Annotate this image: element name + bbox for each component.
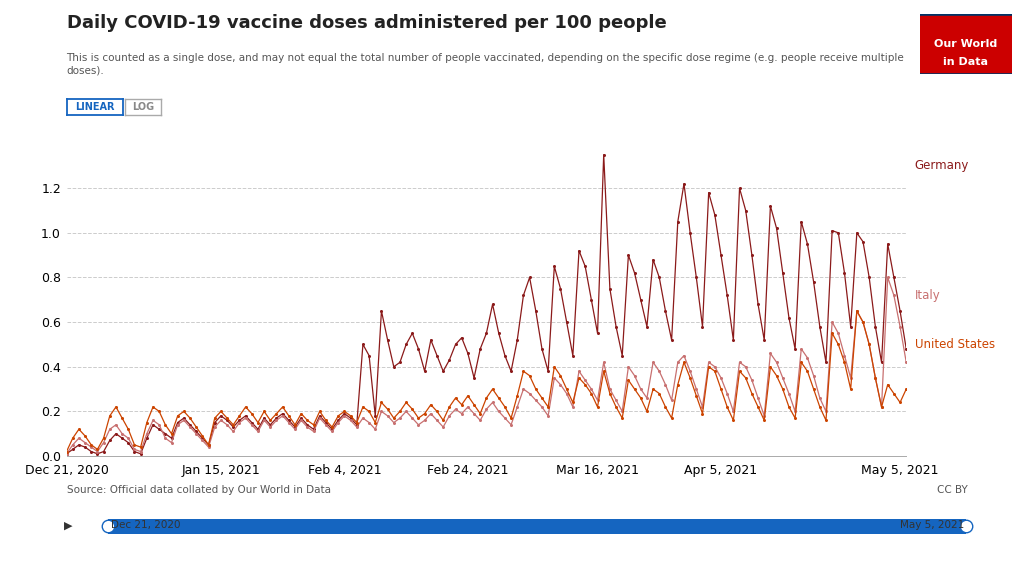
Text: Source: Official data collated by Our World in Data: Source: Official data collated by Our Wo… bbox=[67, 485, 331, 495]
Text: ▶: ▶ bbox=[63, 520, 72, 530]
Text: LINEAR: LINEAR bbox=[75, 102, 115, 112]
Text: in Data: in Data bbox=[943, 57, 988, 67]
Text: May 5, 2021: May 5, 2021 bbox=[900, 520, 965, 530]
Text: LOG: LOG bbox=[132, 102, 154, 112]
Text: Italy: Italy bbox=[914, 289, 940, 302]
Text: Germany: Germany bbox=[914, 159, 969, 172]
Text: CC BY: CC BY bbox=[937, 485, 968, 495]
Text: This is counted as a single dose, and may not equal the total number of people v: This is counted as a single dose, and ma… bbox=[67, 53, 904, 75]
Text: Dec 21, 2020: Dec 21, 2020 bbox=[111, 520, 180, 530]
Text: Daily COVID-19 vaccine doses administered per 100 people: Daily COVID-19 vaccine doses administere… bbox=[67, 14, 667, 32]
Text: United States: United States bbox=[914, 338, 994, 351]
Text: Our World: Our World bbox=[934, 39, 997, 49]
